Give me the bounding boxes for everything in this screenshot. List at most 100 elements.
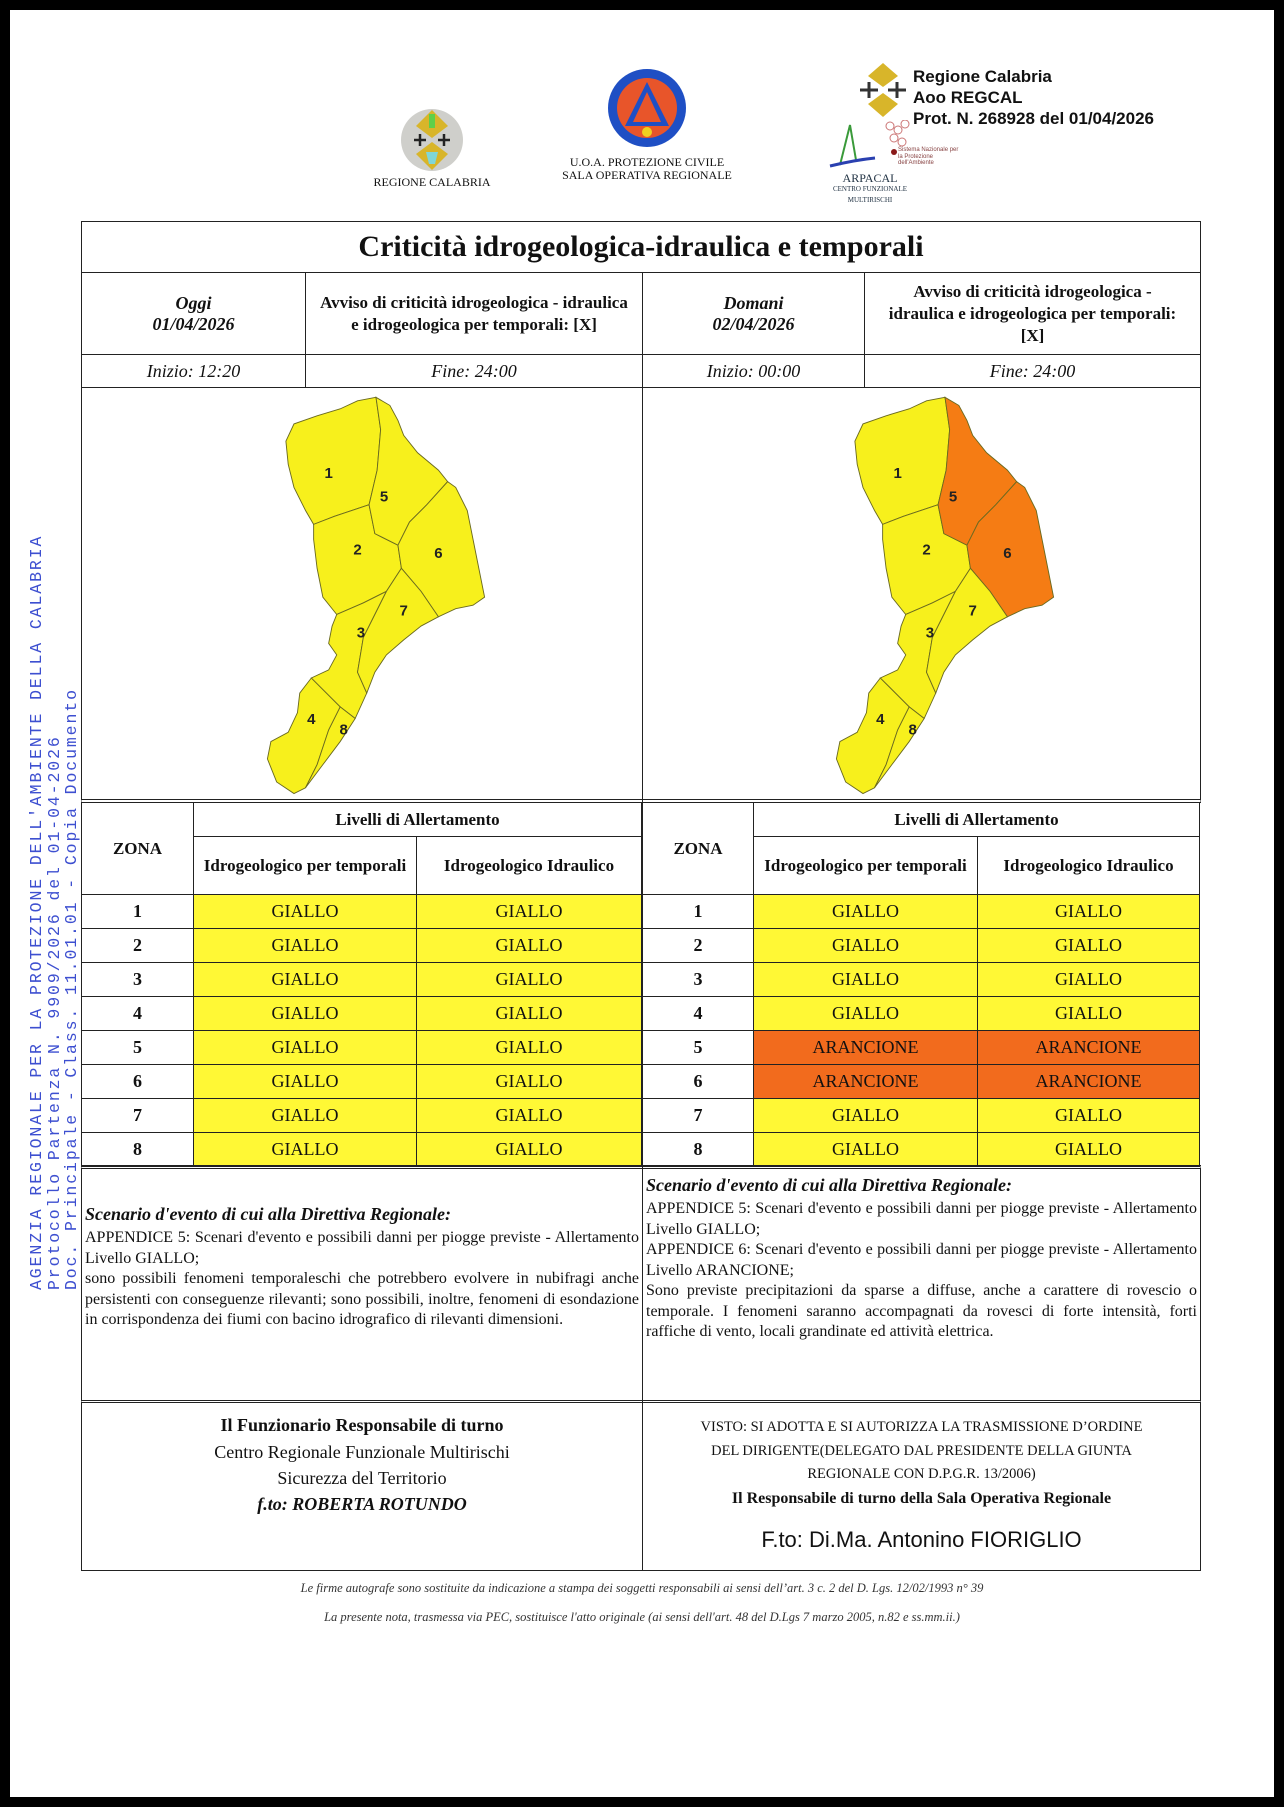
map-zone-label: 6 (1003, 545, 1011, 562)
tomorrow-label: Domani (723, 292, 784, 313)
right-signature-cell: VISTO: SI ADOTTA E SI AUTORIZZA LA TRASM… (642, 1400, 1201, 1571)
arpacal-logo (829, 120, 910, 168)
tomorrow-zone-number: 5 (642, 1030, 754, 1065)
map-zone-label: 3 (926, 625, 934, 642)
footer-note-1: Le firme autografe sono sostituite da in… (300, 1581, 984, 1595)
tomorrow-end: Fine: 24:00 (864, 354, 1201, 388)
tomorrow-zona-header: ZONA (642, 802, 754, 895)
today-level-idraulico: GIALLO (416, 1132, 642, 1167)
tomorrow-livelli-header: Livelli di Allertamento (753, 802, 1200, 837)
today-level-temporali: GIALLO (193, 894, 417, 929)
map-zone-8 (874, 706, 925, 789)
today-temporali-header: Idrogeologico per temporali (193, 836, 417, 895)
today-level-idraulico: GIALLO (416, 1064, 642, 1099)
tomorrow-level-temporali: GIALLO (753, 962, 978, 997)
today-livelli-header: Livelli di Allertamento (193, 802, 642, 837)
today-notice: Avviso di criticità idrogeologica - idra… (305, 272, 643, 355)
map-zone-label: 7 (969, 603, 977, 620)
today-level-temporali: GIALLO (193, 962, 417, 997)
today-idraulico-header: Idrogeologico Idraulico (416, 836, 642, 895)
regione-calabria-logo (401, 109, 463, 171)
side-stamp-line-3: Doc. Principale - Class. 11.01.01 - Copi… (62, 688, 81, 1290)
tomorrow-alert-map: 1 2 3 4 5 6 7 8 (835, 396, 1055, 795)
map-zone-8 (305, 706, 356, 789)
tomorrow-zone-number: 7 (642, 1098, 754, 1133)
tomorrow-zone-number: 4 (642, 996, 754, 1031)
pc-line-2: SALA OPERATIVA REGIONALE (562, 168, 732, 182)
tomorrow-scenario-line-2: APPENDICE 6: Scenari d'evento e possibil… (646, 1241, 1197, 1279)
today-level-temporali: GIALLO (193, 1064, 417, 1099)
right-sig-title: Il Responsabile di turno della Sala Oper… (731, 1490, 1112, 1507)
arpacal-name: ARPACAL (842, 171, 898, 185)
today-level-idraulico: GIALLO (416, 894, 642, 929)
arpacal-label: ARPACAL CENTRO FUNZIONALE MULTIRISCHI (810, 171, 930, 206)
today-level-idraulico: GIALLO (416, 962, 642, 997)
tomorrow-level-temporali: GIALLO (753, 1132, 978, 1167)
tomorrow-scenario-title: Scenario d'evento di cui alla Direttiva … (646, 1175, 1012, 1195)
today-level-temporali: GIALLO (193, 1098, 417, 1133)
today-start: Inizio: 12:20 (81, 354, 306, 388)
footer-note-2: La presente nota, trasmessa via PEC, sos… (324, 1610, 960, 1624)
pc-line-1: U.O.A. PROTEZIONE CIVILE (569, 155, 725, 169)
today-level-idraulico: GIALLO (416, 928, 642, 963)
tomorrow-date: 02/04/2026 (712, 313, 795, 334)
today-end: Fine: 24:00 (305, 354, 643, 388)
today-level-temporali: GIALLO (193, 996, 417, 1031)
left-sig-title: Il Funzionario Responsabile di turno (220, 1415, 504, 1435)
today-zone-number: 3 (81, 962, 194, 997)
today-scenario-title: Scenario d'evento di cui alla Direttiva … (85, 1204, 451, 1224)
right-sig-signed: F.to: Di.Ma. Antonino FIORIGLIO (761, 1527, 1082, 1552)
document-page: REGIONE CALABRIA U.O.A. PROTEZIONE CIVIL… (10, 10, 1274, 1797)
regione-emblem-icon (860, 63, 906, 117)
right-visto-3: REGIONALE CON D.P.G.R. 13/2006) (807, 1466, 1036, 1482)
tomorrow-level-temporali: GIALLO (753, 996, 978, 1031)
tomorrow-zone-number: 8 (642, 1132, 754, 1167)
today-zone-number: 8 (81, 1132, 194, 1167)
map-zone-label: 3 (357, 625, 365, 642)
right-visto-1: VISTO: SI ADOTTA E SI AUTORIZZA LA TRASM… (700, 1419, 1143, 1435)
tomorrow-level-idraulico: ARANCIONE (977, 1064, 1200, 1099)
tomorrow-start: Inizio: 00:00 (642, 354, 865, 388)
today-zone-number: 6 (81, 1064, 194, 1099)
arpacal-sub: CENTRO FUNZIONALE MULTIRISCHI (832, 185, 908, 204)
left-signature-cell: Il Funzionario Responsabile di turno Cen… (81, 1400, 643, 1571)
today-date-cell: Oggi 01/04/2026 (81, 272, 306, 355)
left-sig-line-2: Sicurezza del Territorio (277, 1468, 447, 1488)
map-zone-6 (397, 481, 486, 618)
tomorrow-level-idraulico: GIALLO (977, 894, 1200, 929)
right-visto-2: DEL DIRIGENTE(DELEGATO DAL PRESIDENTE DE… (711, 1443, 1132, 1459)
today-label: Oggi (175, 292, 212, 313)
tomorrow-level-temporali: GIALLO (753, 894, 978, 929)
protocol-line-1: Regione Calabria (913, 67, 1052, 86)
today-scenario-line-1: APPENDICE 5: Scenari d'evento e possibil… (85, 1229, 639, 1267)
today-level-temporali: GIALLO (193, 1030, 417, 1065)
today-zona-header: ZONA (81, 802, 194, 895)
today-level-idraulico: GIALLO (416, 1098, 642, 1133)
map-zone-7 (357, 567, 440, 695)
map-zone-7 (926, 567, 1009, 695)
protocol-block: Regione Calabria Aoo REGCAL Prot. N. 268… (913, 66, 1154, 129)
map-zone-label: 4 (307, 711, 316, 728)
today-level-idraulico: GIALLO (416, 1030, 642, 1065)
map-zone-label: 5 (949, 488, 957, 505)
tomorrow-level-idraulico: ARANCIONE (977, 1030, 1200, 1065)
tomorrow-level-idraulico: GIALLO (977, 1132, 1200, 1167)
left-sig-line-1: Centro Regionale Funzionale Multirischi (214, 1442, 510, 1462)
tomorrow-level-idraulico: GIALLO (977, 996, 1200, 1031)
side-stamp-line-2: Protocollo Partenza N. 9909/2026 del 01-… (44, 735, 64, 1290)
map-zone-label: 7 (400, 603, 408, 620)
tomorrow-level-temporali: ARANCIONE (753, 1064, 978, 1099)
protocol-side-stamp: AGENZIA REGIONALE PER LA PROTEZIONE DELL… (27, 530, 82, 1290)
protezione-civile-logo (608, 69, 686, 147)
today-scenario: Scenario d'evento di cui alla Direttiva … (85, 1202, 639, 1331)
map-zone-label: 1 (324, 465, 332, 482)
today-zone-number: 5 (81, 1030, 194, 1065)
protezione-civile-label: U.O.A. PROTEZIONE CIVILE SALA OPERATIVA … (547, 156, 747, 182)
tomorrow-level-temporali: ARANCIONE (753, 1030, 978, 1065)
map-zone-label: 2 (922, 541, 930, 558)
tomorrow-notice: Avviso di criticità idrogeologica - idra… (864, 272, 1201, 355)
side-stamp-line-1: AGENZIA REGIONALE PER LA PROTEZIONE DELL… (27, 534, 46, 1290)
today-level-idraulico: GIALLO (416, 996, 642, 1031)
page-title: Criticità idrogeologica-idraulica e temp… (81, 221, 1201, 273)
today-level-temporali: GIALLO (193, 928, 417, 963)
